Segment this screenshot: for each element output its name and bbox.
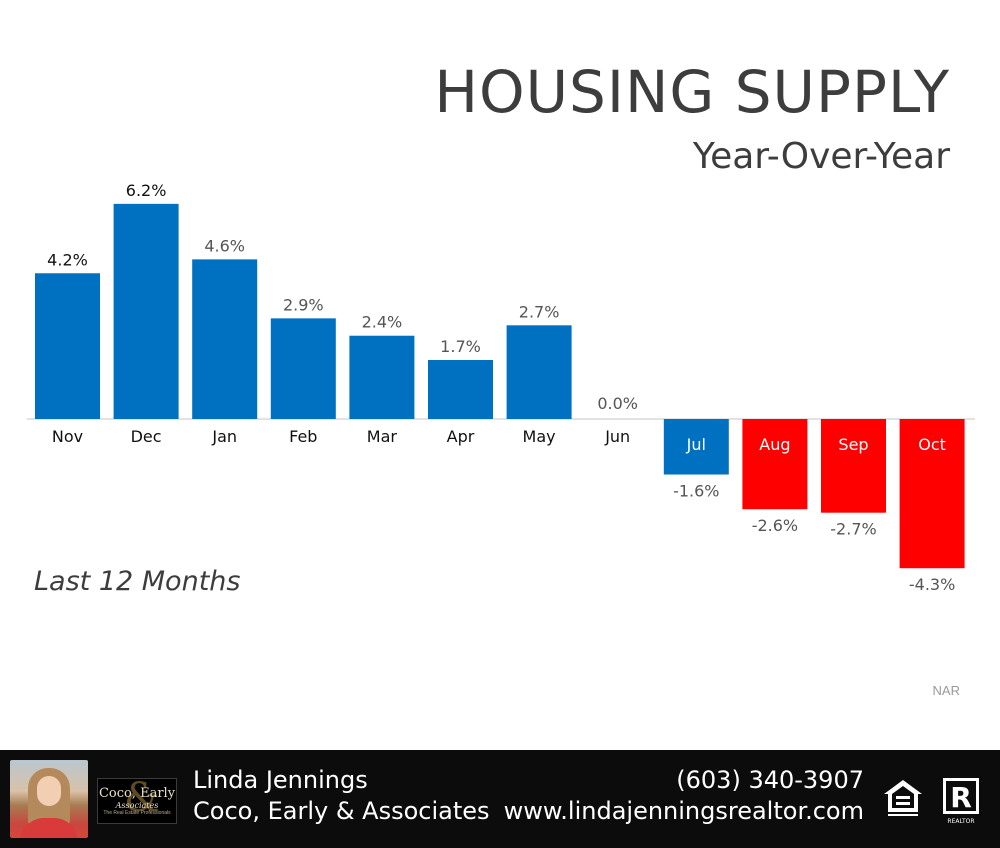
agent-name: Linda Jennings	[193, 766, 368, 794]
category-label-jul: Jul	[686, 435, 706, 454]
svg-text:R: R	[950, 781, 972, 814]
bar-jul	[663, 419, 729, 475]
category-label-apr: Apr	[447, 427, 475, 446]
equal-housing-opportunity-icon	[884, 780, 922, 816]
bar-apr	[428, 360, 493, 419]
phone-number[interactable]: (603) 340-3907	[676, 766, 864, 794]
category-label-jan: Jan	[211, 427, 237, 446]
category-label-dec: Dec	[131, 427, 162, 446]
logo-line-3: The Real Estate Professionals	[103, 810, 171, 816]
value-label-nov: 4.2%	[47, 250, 88, 269]
category-label-oct: Oct	[918, 435, 946, 454]
svg-text:REALTOR: REALTOR	[947, 818, 974, 825]
value-label-feb: 2.9%	[283, 295, 324, 314]
logo-line-2: Associates	[115, 801, 159, 810]
value-label-jun: 0.0%	[597, 394, 638, 413]
value-label-may: 2.7%	[519, 302, 560, 321]
category-label-sep: Sep	[838, 435, 868, 454]
value-label-apr: 1.7%	[440, 337, 481, 356]
agency-logo: & Coco, Early Associates The Real Estate…	[97, 775, 177, 824]
bar-may	[506, 325, 572, 419]
agent-footer: & Coco, Early Associates The Real Estate…	[0, 750, 1000, 848]
bar-chart: 4.2% Nov 6.2% Dec 4.6% Jan 2.9% Feb 2.4% Mar 1.7% A…	[27, 181, 975, 594]
agent-photo	[10, 760, 88, 838]
value-label-sep: -2.7%	[830, 520, 876, 539]
value-label-jul: -1.6%	[673, 482, 719, 501]
value-label-mar: 2.4%	[362, 313, 403, 332]
category-label-mar: Mar	[367, 427, 398, 446]
category-label-aug: Aug	[759, 435, 790, 454]
bar-feb	[270, 318, 336, 419]
category-label-may: May	[523, 427, 556, 446]
chart-title: HOUSING SUPPLY	[434, 58, 950, 126]
agency-name: Coco, Early & Associates	[193, 797, 490, 825]
logo-line-1: Coco, Early	[98, 786, 176, 801]
source-label: NAR	[932, 683, 960, 698]
category-label-jun: Jun	[604, 427, 630, 446]
value-label-jan: 4.6%	[204, 236, 245, 255]
bar-mar	[349, 335, 415, 419]
bar-nov	[35, 273, 100, 419]
bar-oct	[899, 419, 965, 569]
value-label-oct: -4.3%	[909, 575, 955, 594]
ampersand-mark: &	[124, 775, 160, 821]
bar-aug	[742, 419, 808, 510]
bar-sep	[821, 419, 886, 513]
chart-subtitle: Year-Over-Year	[692, 136, 950, 177]
period-note: Last 12 Months	[34, 566, 241, 597]
bar-dec	[113, 203, 179, 419]
bar-jan	[192, 259, 258, 419]
category-label-nov: Nov	[52, 427, 83, 446]
value-label-dec: 6.2%	[126, 181, 167, 200]
category-label-feb: Feb	[289, 427, 317, 446]
value-label-aug: -2.6%	[752, 516, 798, 535]
realtor-icon: R REALTOR	[943, 778, 979, 825]
website-link[interactable]: www.lindajenningsrealtor.com	[503, 797, 864, 825]
